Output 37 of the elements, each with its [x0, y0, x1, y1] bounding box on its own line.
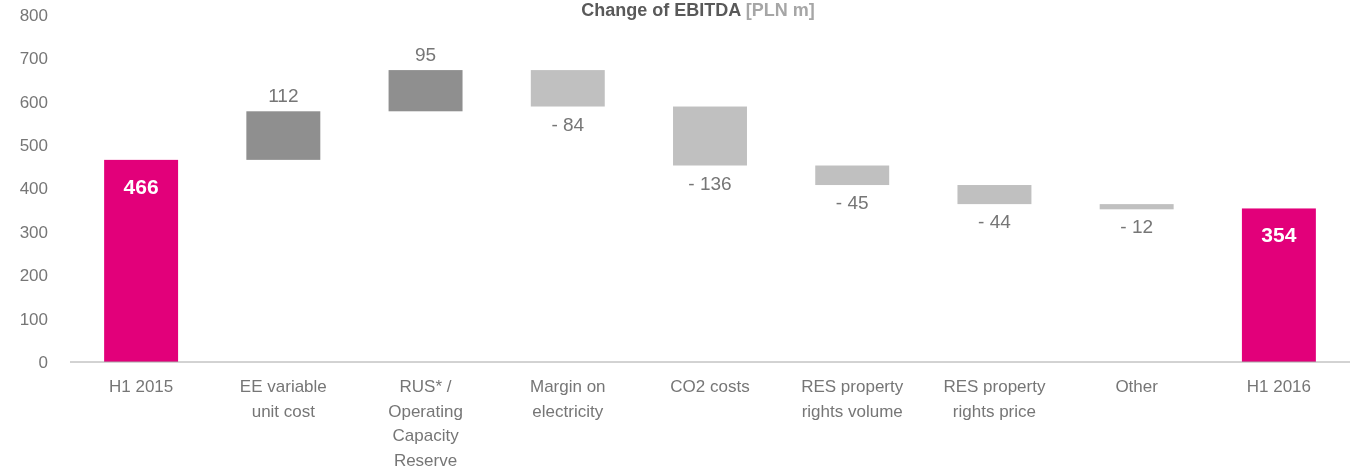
y-tick-label: 500: [19, 136, 48, 156]
bar: [1099, 204, 1174, 210]
x-tick-label: RUS* / Operating Capacity Reserve: [388, 377, 463, 470]
bar: [104, 159, 179, 362]
y-tick-label: 100: [19, 309, 48, 329]
chart-title: Change of EBITDA [PLN m]: [581, 0, 815, 20]
data-label: - 136: [688, 172, 732, 194]
bar: [246, 111, 321, 160]
bar: [815, 165, 890, 186]
data-label: 95: [414, 44, 437, 66]
y-tick-label: 0: [38, 352, 48, 372]
y-tick-label: 800: [19, 5, 48, 25]
x-tick-label: RES property rights volume: [801, 377, 904, 421]
x-tick-label: EE variable unit cost: [239, 377, 327, 421]
y-tick-label: 700: [19, 49, 48, 69]
data-label: - 12: [1120, 216, 1154, 238]
bar: [530, 70, 605, 107]
x-tick-label: RES property rights price: [943, 377, 1046, 421]
x-tick-label: CO2 costs: [670, 377, 750, 396]
bar: [1241, 208, 1316, 362]
data-label: 466: [123, 174, 159, 198]
data-label: - 84: [551, 113, 585, 135]
data-label: - 44: [978, 211, 1012, 233]
y-tick-label: 200: [19, 266, 48, 286]
x-tick-label: H1 2016: [1246, 377, 1312, 396]
y-tick-label: 300: [19, 222, 48, 242]
bar: [673, 106, 747, 166]
y-tick-label: 600: [19, 92, 48, 112]
y-tick-label: 400: [19, 179, 48, 199]
bar: [388, 70, 463, 112]
bar: [957, 185, 1032, 205]
x-tick-label: Other: [1115, 377, 1159, 396]
data-label: - 45: [835, 192, 869, 214]
data-label: 112: [268, 85, 299, 107]
x-tick-label: Margin on electricity: [529, 377, 606, 421]
data-label: 354: [1261, 223, 1297, 247]
x-tick-label: H1 2015: [108, 377, 174, 396]
